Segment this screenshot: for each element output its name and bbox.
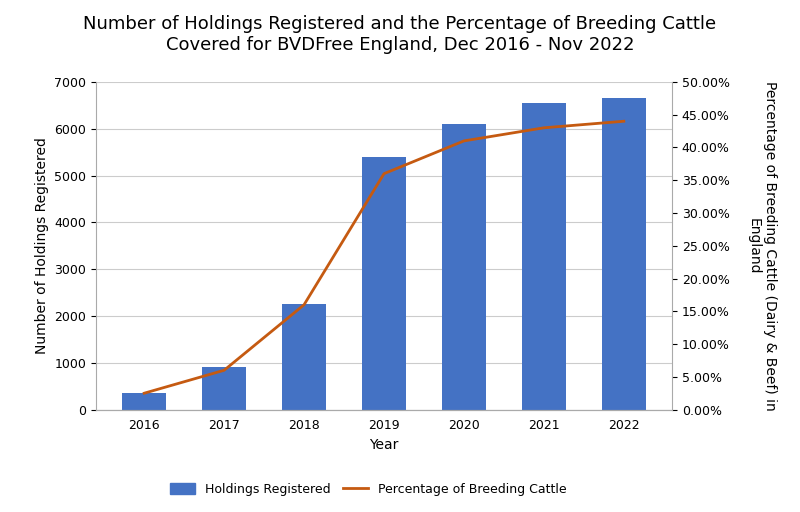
Y-axis label: Percentage of Breeding Cattle (Dairy & Beef) in
England: Percentage of Breeding Cattle (Dairy & B… — [746, 81, 777, 411]
Percentage of Breeding Cattle — [539, 125, 549, 131]
Bar — [602, 98, 646, 410]
Percentage of Breeding Cattle — [219, 367, 229, 373]
Y-axis label: Number of Holdings Registered: Number of Holdings Registered — [34, 137, 49, 354]
Line: Percentage of Breeding Cattle: Percentage of Breeding Cattle — [144, 121, 624, 393]
Percentage of Breeding Cattle — [299, 302, 309, 308]
Bar — [122, 393, 166, 410]
Percentage of Breeding Cattle — [379, 170, 389, 177]
X-axis label: Year: Year — [370, 438, 398, 452]
Bar — [522, 103, 566, 410]
Percentage of Breeding Cattle — [459, 138, 469, 144]
Bar — [442, 124, 486, 410]
Bar — [362, 157, 406, 410]
Percentage of Breeding Cattle — [619, 118, 629, 124]
Bar — [202, 368, 246, 410]
Legend: Holdings Registered, Percentage of Breeding Cattle: Holdings Registered, Percentage of Breed… — [165, 478, 571, 501]
Percentage of Breeding Cattle — [139, 390, 149, 396]
Bar — [282, 304, 326, 410]
Text: Number of Holdings Registered and the Percentage of Breeding Cattle
Covered for : Number of Holdings Registered and the Pe… — [83, 15, 717, 54]
